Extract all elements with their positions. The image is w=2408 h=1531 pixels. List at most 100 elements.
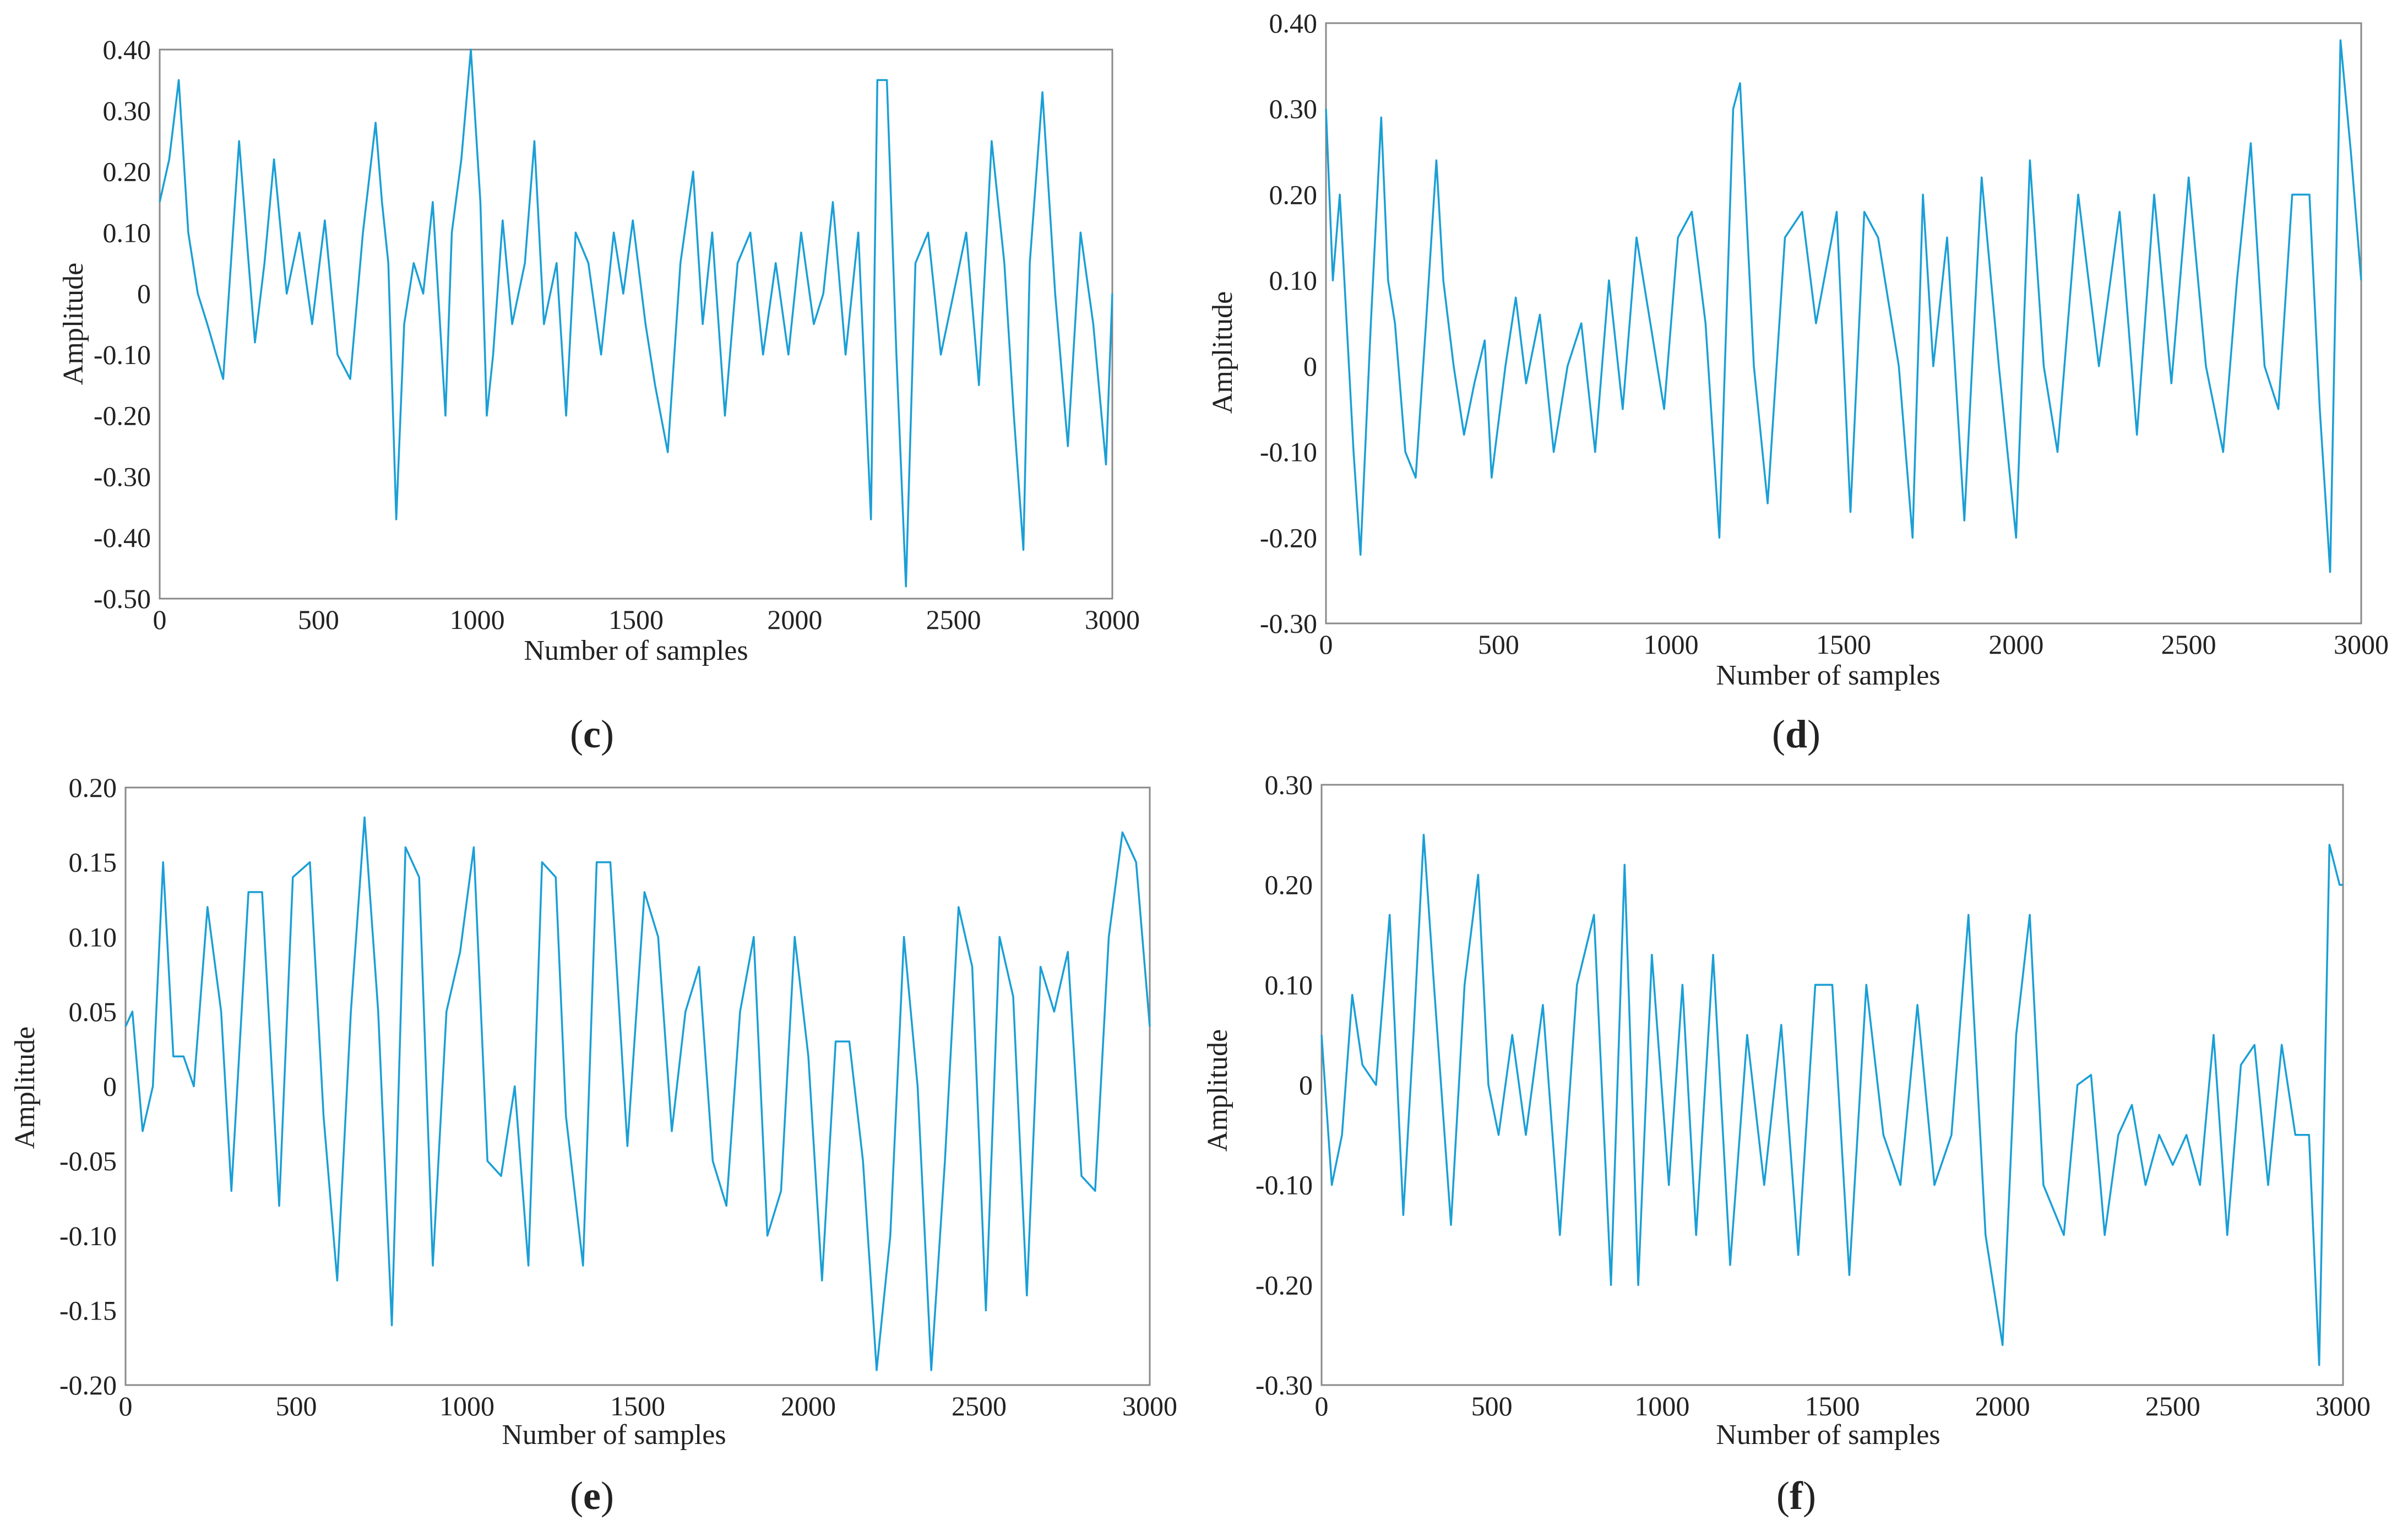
x-tick-label: 0 xyxy=(153,604,167,635)
y-tick-label: -0.30 xyxy=(1255,1370,1313,1400)
x-axis-ticks: 0 500 1000 1500 2000 2500 3000 xyxy=(1319,629,2389,660)
x-tick-label: 3000 xyxy=(2334,629,2389,660)
x-tick-label: 1000 xyxy=(450,604,505,635)
panel-label-close: ) xyxy=(1807,712,1820,756)
x-tick-label: 1500 xyxy=(1816,629,1871,660)
x-tick-label: 1500 xyxy=(610,1391,665,1421)
signal-line xyxy=(124,816,1151,1371)
y-tick-label: 0.30 xyxy=(1265,769,1313,800)
panel-label-letter: f xyxy=(1790,1474,1803,1518)
y-tick-label: 0.40 xyxy=(103,34,151,65)
y-tick-label: 0.10 xyxy=(69,921,117,952)
y-tick-label: 0.40 xyxy=(1269,8,1318,39)
y-tick-label: -0.15 xyxy=(59,1295,117,1326)
y-axis-title: Amplitude xyxy=(9,1027,41,1149)
panel-label: (c) xyxy=(570,712,614,756)
x-tick-label: 3000 xyxy=(1085,604,1140,635)
y-tick-label: 0.10 xyxy=(1269,265,1318,296)
y-tick-label: -0.10 xyxy=(94,339,151,370)
y-tick-label: 0 xyxy=(1303,351,1317,382)
plot-frame xyxy=(1325,22,2362,625)
signal-line xyxy=(159,48,1113,588)
panel-e: 0.20 0.15 0.10 0.05 0 -0.05 -0.10 -0.15 -0.20 0 5… xyxy=(9,772,1177,1518)
panel-label-letter: e xyxy=(583,1474,601,1518)
x-tick-label: 2500 xyxy=(2161,629,2216,660)
x-tick-label: 0 xyxy=(119,1391,133,1421)
y-axis-title: Amplitude xyxy=(58,263,89,385)
x-tick-label: 0 xyxy=(1315,1391,1329,1421)
signal-line xyxy=(1325,39,2362,573)
x-tick-label: 1500 xyxy=(608,604,664,635)
y-axis-title: Amplitude xyxy=(1202,1029,1233,1152)
y-tick-label: -0.40 xyxy=(94,522,151,553)
y-tick-label: 0 xyxy=(103,1071,117,1102)
x-axis-title: Number of samples xyxy=(524,635,748,666)
y-axis-ticks: 0.30 0.20 0.10 0 -0.10 -0.20 -0.30 xyxy=(1255,769,1313,1400)
panel-label-close: ) xyxy=(601,1474,614,1518)
x-tick-label: 500 xyxy=(1478,629,1519,660)
x-tick-label: 1000 xyxy=(1634,1391,1689,1421)
panel-label-close: ) xyxy=(1803,1474,1816,1518)
x-tick-label: 1500 xyxy=(1805,1391,1860,1421)
panel-label: (e) xyxy=(570,1474,614,1518)
x-tick-label: 2500 xyxy=(952,1391,1007,1421)
plot-frame xyxy=(124,786,1151,1386)
x-tick-label: 500 xyxy=(276,1391,317,1421)
x-tick-label: 2000 xyxy=(781,1391,836,1421)
y-tick-label: -0.50 xyxy=(94,583,151,614)
y-axis-ticks: 0.40 0.30 0.20 0.10 0 -0.10 -0.20 -0.30 xyxy=(1260,8,1317,639)
x-tick-label: 2000 xyxy=(1975,1391,2030,1421)
y-tick-label: 0 xyxy=(1299,1069,1313,1100)
panel-label: (d) xyxy=(1772,712,1820,756)
y-tick-label: 0.15 xyxy=(69,847,117,878)
panel-d: 0.40 0.30 0.20 0.10 0 -0.10 -0.20 -0.30 0 500 100… xyxy=(1207,8,2389,756)
x-axis-ticks: 0 500 1000 1500 2000 2500 3000 xyxy=(153,604,1140,635)
x-tick-label: 2500 xyxy=(926,604,981,635)
y-tick-label: -0.20 xyxy=(59,1370,117,1400)
panel-label-open: ( xyxy=(1772,712,1785,756)
panel-label-close: ) xyxy=(601,712,614,756)
y-tick-label: 0 xyxy=(137,278,151,309)
y-tick-label: 0.10 xyxy=(1265,969,1313,1000)
y-tick-label: -0.20 xyxy=(1255,1269,1313,1300)
panel-label-open: ( xyxy=(570,1474,583,1518)
y-tick-label: 0.20 xyxy=(1265,870,1313,900)
x-axis-title: Number of samples xyxy=(1716,660,1940,691)
panel-label-letter: d xyxy=(1785,712,1807,756)
plot-frame xyxy=(1320,784,2344,1386)
y-axis-ticks: 0.40 0.30 0.20 0.10 0 -0.10 -0.20 -0.30 -0.40 -0.… xyxy=(94,34,151,614)
y-tick-label: 0.30 xyxy=(1269,94,1318,124)
y-tick-label: -0.30 xyxy=(94,461,151,492)
y-tick-label: 0.20 xyxy=(69,772,117,803)
x-tick-label: 500 xyxy=(1471,1391,1513,1421)
signal-line xyxy=(1320,834,2343,1366)
x-tick-label: 0 xyxy=(1319,629,1333,660)
y-tick-label: -0.30 xyxy=(1260,608,1317,639)
x-tick-label: 3000 xyxy=(2315,1391,2371,1421)
x-axis-title: Number of samples xyxy=(1716,1419,1940,1451)
y-axis-ticks: 0.20 0.15 0.10 0.05 0 -0.05 -0.10 -0.15 -0.20 xyxy=(59,772,117,1400)
panel-label-open: ( xyxy=(570,712,583,756)
x-tick-label: 2500 xyxy=(2145,1391,2200,1421)
y-tick-label: -0.10 xyxy=(1255,1170,1313,1201)
panel-c: 0.40 0.30 0.20 0.10 0 -0.10 -0.20 -0.30 -0.40 -0.… xyxy=(58,34,1140,756)
y-axis-title: Amplitude xyxy=(1207,291,1238,414)
y-tick-label: -0.05 xyxy=(59,1145,117,1176)
y-tick-label: 0.10 xyxy=(103,217,151,248)
y-tick-label: -0.10 xyxy=(1260,437,1317,468)
y-tick-label: -0.10 xyxy=(59,1220,117,1251)
y-tick-label: -0.20 xyxy=(1260,522,1317,553)
x-tick-label: 500 xyxy=(298,604,339,635)
panel-label-letter: c xyxy=(583,712,601,756)
panel-label: (f) xyxy=(1776,1474,1816,1518)
y-tick-label: 0.20 xyxy=(1269,179,1318,210)
y-tick-label: 0.20 xyxy=(103,156,151,187)
panel-label-open: ( xyxy=(1776,1474,1790,1518)
x-tick-label: 1000 xyxy=(439,1391,494,1421)
x-tick-label: 2000 xyxy=(1988,629,2043,660)
x-axis-ticks: 0 500 1000 1500 2000 2500 3000 xyxy=(1315,1391,2371,1421)
x-tick-label: 2000 xyxy=(767,604,822,635)
y-tick-label: -0.20 xyxy=(94,400,151,431)
x-tick-label: 1000 xyxy=(1644,629,1699,660)
